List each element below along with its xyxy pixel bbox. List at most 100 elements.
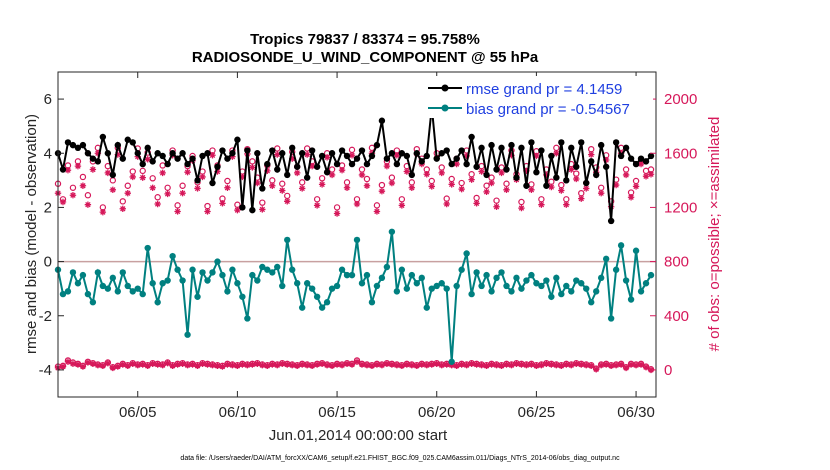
obs-assimilated-marker (363, 182, 371, 189)
rmse-point (189, 155, 196, 162)
obs-assimilated-marker (249, 164, 256, 171)
obs-assimilated-marker (338, 166, 346, 174)
legend-bias-marker (441, 104, 449, 112)
rmse-point (109, 171, 117, 179)
rmse-point (343, 152, 351, 160)
rmse-point (553, 174, 560, 181)
obs-bottom-assimilated-marker (583, 361, 590, 369)
obs-assimilated-marker (109, 186, 117, 194)
obs-assimilated-marker (533, 152, 540, 160)
obs-assimilated-marker (478, 168, 485, 175)
obs-bottom-assimilated-marker (568, 361, 575, 369)
obs-assimilated-marker (448, 181, 455, 188)
obs-assimilated-marker (139, 174, 146, 181)
obs-assimilated-marker (622, 171, 630, 179)
obs-bottom-assimilated-marker (333, 361, 341, 368)
rmse-point (413, 150, 420, 157)
obs-bottom-assimilated-marker (573, 360, 580, 368)
obs-bottom-assimilated-marker (503, 361, 510, 368)
rmse-point (139, 160, 146, 168)
rmse-point (578, 139, 585, 146)
rmse-point (64, 139, 72, 146)
obs-bottom-assimilated-marker (234, 362, 241, 370)
obs-possible-marker (373, 202, 381, 209)
obs-bottom-assimilated-marker (174, 361, 181, 368)
bias-point (114, 288, 122, 295)
obs-assimilated-marker (543, 171, 550, 179)
rmse-point (558, 139, 565, 146)
bias-point (593, 288, 600, 295)
obs-bottom-assimilated-marker (413, 362, 420, 370)
bias-point (553, 274, 560, 282)
obs-assimilated-marker (443, 200, 450, 208)
obs-bottom-assimilated-marker (563, 361, 570, 368)
obs-assimilated-marker (373, 208, 381, 215)
bias-point (224, 288, 231, 295)
obs-possible-marker (154, 194, 161, 201)
bias-point (179, 277, 186, 284)
obs-bottom-assimilated-marker (129, 360, 136, 368)
bias-point (348, 271, 356, 279)
bias-point (403, 285, 411, 292)
bias-point (174, 266, 181, 273)
y-right-tick-label: 400 (664, 308, 689, 325)
obs-assimilated-marker (134, 153, 141, 160)
obs-bottom-assimilated-marker (94, 361, 102, 369)
bias-point (363, 271, 371, 279)
obs-assimilated-marker (408, 184, 416, 191)
bias-point (119, 269, 126, 276)
bias-point (627, 296, 635, 303)
bias-point (617, 242, 625, 249)
bias-point (308, 285, 316, 292)
x-axis-label: Jun.01,2014 00:00:00 start (269, 427, 448, 444)
obs-bottom-assimilated-marker (189, 361, 196, 368)
obs-bottom-assimilated-marker (453, 362, 460, 370)
bias-point (528, 271, 535, 279)
legend-bias-label: bias grand pr = -0.54567 (466, 101, 630, 118)
obs-bottom-assimilated-marker (89, 360, 97, 368)
bias-point (488, 288, 495, 295)
bias-point (303, 280, 311, 287)
obs-bottom-assimilated-marker (323, 361, 331, 369)
obs-bottom-assimilated-marker (194, 362, 201, 370)
rmse-point (358, 147, 366, 154)
obs-bottom-assimilated-marker (458, 361, 465, 368)
obs-bottom-assimilated-marker (508, 361, 515, 369)
rmse-point (602, 163, 610, 170)
obs-possible-marker (69, 184, 77, 191)
bias-point (139, 290, 146, 298)
rmse-point (418, 158, 425, 165)
obs-bottom-assimilated-marker (328, 362, 336, 370)
obs-assimilated-marker (303, 151, 311, 158)
rmse-point (129, 139, 136, 146)
bias-point (458, 266, 465, 273)
obs-bottom-assimilated-marker (642, 364, 650, 371)
rmse-point (249, 206, 256, 214)
rmse-point (548, 152, 555, 160)
obs-possible-marker (503, 180, 510, 187)
bias-point (194, 293, 201, 300)
rmse-point (199, 152, 206, 160)
bias-point (279, 282, 286, 290)
obs-bottom-assimilated-marker (199, 360, 206, 368)
obs-assimilated-marker (523, 167, 530, 175)
rmse-point (443, 147, 450, 154)
rmse-point (284, 171, 291, 179)
bias-line (57, 231, 652, 362)
legend-rmse-label: rmse grand pr = 4.1459 (466, 81, 622, 98)
obs-assimilated-marker (563, 201, 570, 208)
obs-assimilated-marker (493, 203, 500, 210)
obs-bottom-assimilated-marker (313, 361, 321, 368)
obs-assimilated-marker (269, 182, 276, 189)
bias-point (353, 236, 361, 244)
obs-bottom-assimilated-marker (468, 360, 475, 368)
obs-assimilated-marker (383, 162, 391, 170)
obs-assimilated-marker (144, 156, 151, 163)
bias-point (383, 263, 391, 271)
bias-point (94, 269, 102, 276)
bias-point (298, 304, 306, 311)
obs-bottom-assimilated-marker (448, 361, 455, 369)
obs-bottom-assimilated-marker (303, 361, 311, 369)
bias-point (328, 285, 336, 292)
rmse-point (79, 141, 87, 149)
